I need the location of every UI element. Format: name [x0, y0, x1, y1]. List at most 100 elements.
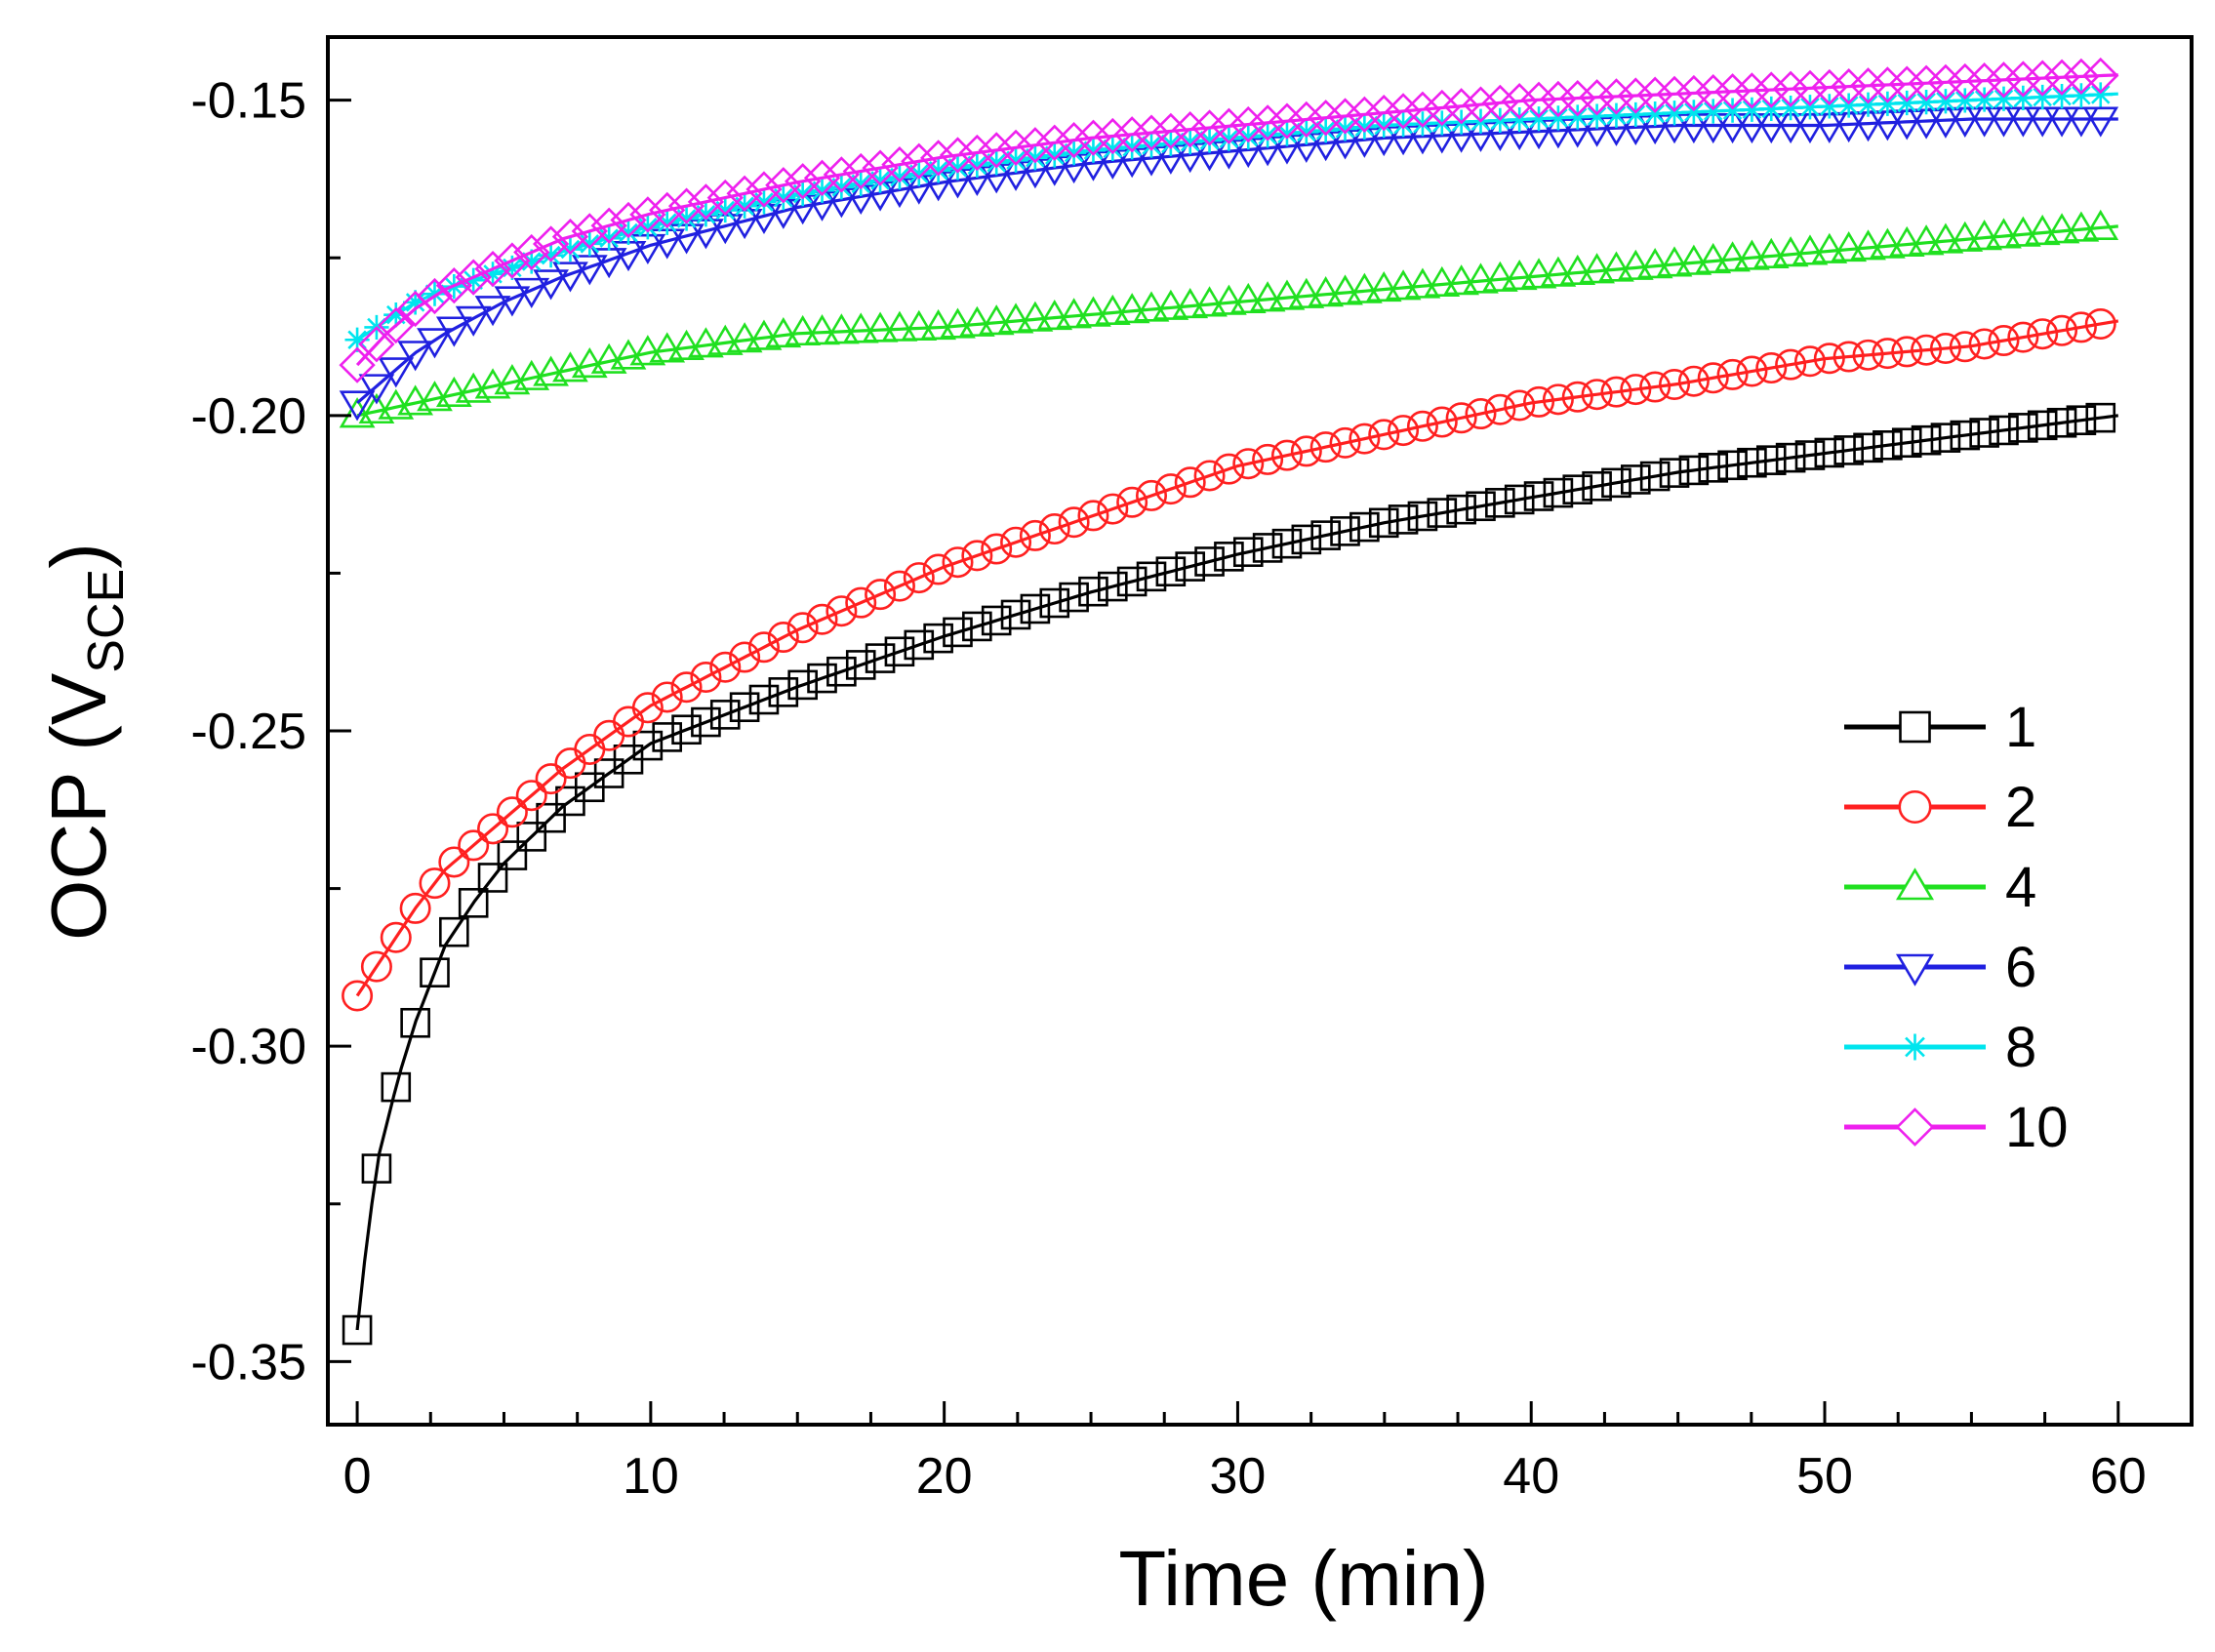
- data-point: [1620, 374, 1652, 406]
- data-point: [1100, 136, 1125, 162]
- data-point: [339, 346, 376, 383]
- data-point: [2069, 83, 2094, 108]
- data-point: [687, 183, 725, 221]
- data-point: [729, 641, 761, 673]
- data-point: [571, 255, 608, 286]
- data-point: [1659, 458, 1690, 488]
- data-point: [535, 763, 567, 795]
- data-point: [1523, 481, 1554, 511]
- data-point: [1621, 464, 1651, 495]
- data-point: [2082, 209, 2119, 240]
- data-point: [1559, 79, 1596, 117]
- legend-label: 4: [2005, 856, 2036, 919]
- data-point: [865, 579, 897, 611]
- data-point: [1232, 537, 1264, 567]
- data-point: [1424, 89, 1461, 127]
- data-point: [1929, 332, 1961, 364]
- data-point: [961, 540, 993, 572]
- data-point: [765, 316, 802, 348]
- data-point: [1463, 262, 1499, 294]
- data-point: [2024, 214, 2061, 246]
- data-point: [1988, 325, 2020, 357]
- data-point: [1581, 379, 1613, 411]
- data-point: [1986, 218, 2022, 249]
- data-point: [616, 220, 641, 246]
- data-point: [1017, 301, 1054, 332]
- data-point: [1507, 106, 1532, 133]
- data-point: [2066, 405, 2097, 436]
- data-point: [1346, 96, 1384, 133]
- data-point: [690, 661, 722, 693]
- data-point: [557, 236, 584, 262]
- data-point: [1152, 112, 1189, 150]
- legend-label: 6: [2005, 936, 2036, 999]
- data-point: [1098, 571, 1128, 602]
- data-point: [381, 1071, 412, 1103]
- data-point: [1542, 383, 1574, 416]
- data-point: [785, 314, 822, 346]
- data-point: [1813, 342, 1845, 375]
- data-point: [765, 167, 802, 204]
- data-point: [1949, 331, 1981, 363]
- data-point: [826, 656, 857, 687]
- data-point: [1113, 293, 1150, 324]
- data-point: [1116, 486, 1148, 518]
- data-point: [1252, 443, 1284, 475]
- data-point: [1873, 430, 1903, 461]
- data-point: [1023, 145, 1048, 171]
- data-point: [1445, 402, 1477, 434]
- series-8: [344, 82, 2118, 352]
- data-point: [768, 677, 799, 707]
- data-point: [1733, 72, 1771, 109]
- data-point: [1969, 418, 1999, 448]
- data-point: [1817, 94, 1842, 119]
- data-point: [2030, 84, 2055, 110]
- data-point: [1404, 91, 1441, 128]
- data-point: [513, 277, 550, 308]
- y-tick-label: -0.15: [190, 73, 306, 130]
- data-point: [1719, 98, 1746, 123]
- data-point: [1985, 61, 2023, 99]
- data-point: [1136, 479, 1168, 511]
- data-point: [806, 603, 838, 635]
- data-point: [803, 159, 841, 196]
- data-point: [1094, 294, 1131, 325]
- data-point: [1908, 224, 1945, 256]
- data-point: [1894, 90, 1919, 116]
- data-point: [344, 327, 370, 352]
- data-point: [997, 129, 1034, 166]
- data-point: [981, 533, 1013, 565]
- y-axis-title-main: OCP (V: [35, 672, 122, 941]
- data-point: [1388, 504, 1419, 535]
- data-point: [978, 132, 1015, 169]
- data-point: [1927, 63, 1964, 101]
- data-point: [1291, 524, 1322, 555]
- data-point: [1849, 67, 1887, 104]
- data-point: [1229, 105, 1267, 143]
- data-point: [1424, 265, 1461, 297]
- data-point: [1075, 296, 1111, 327]
- data-point: [1308, 100, 1345, 137]
- data-point: [1385, 93, 1422, 130]
- data-point: [1216, 126, 1242, 151]
- data-point: [1443, 88, 1480, 125]
- data-point: [688, 327, 724, 358]
- data-point: [1229, 282, 1267, 314]
- data-point: [1194, 546, 1225, 577]
- data-point: [1927, 222, 1964, 254]
- data-point: [1504, 484, 1535, 515]
- data-point: [1038, 513, 1070, 545]
- data-point: [887, 164, 912, 190]
- legend-marker: [1898, 789, 1932, 825]
- data-point: [1677, 365, 1710, 397]
- data-point: [1481, 261, 1518, 292]
- legend-marker: [1902, 1033, 1928, 1061]
- data-point: [1701, 99, 1726, 124]
- data-point: [804, 314, 840, 345]
- y-tick-label: -0.25: [190, 704, 306, 760]
- data-point: [1407, 501, 1438, 532]
- data-point: [1351, 114, 1377, 140]
- data-point: [1639, 371, 1671, 403]
- data-point: [2043, 213, 2080, 244]
